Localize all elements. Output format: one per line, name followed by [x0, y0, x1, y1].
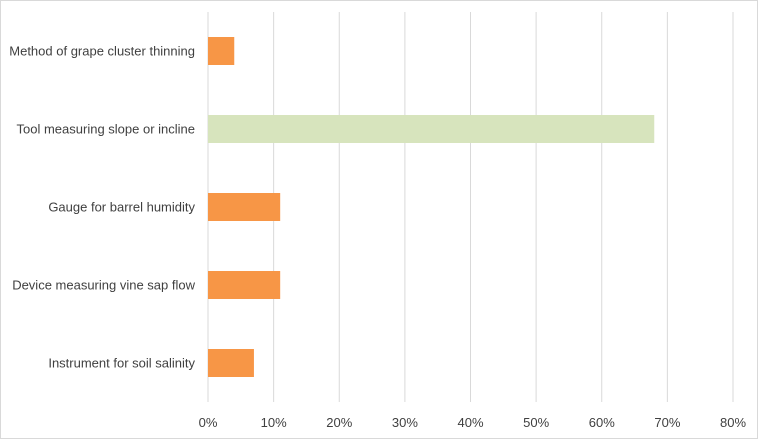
x-tick-label: 10% [261, 415, 287, 430]
x-tick-label: 30% [392, 415, 418, 430]
bar [208, 349, 254, 377]
bars [208, 37, 655, 377]
category-labels: Method of grape cluster thinning Tool mea… [9, 44, 195, 371]
x-tick-label: 40% [457, 415, 483, 430]
x-tick-label: 80% [720, 415, 746, 430]
bar [208, 37, 235, 65]
category-label: Device measuring vine sap flow [12, 278, 195, 293]
category-label: Method of grape cluster thinning [9, 44, 195, 59]
x-tick-labels: 0% 10% 20% 30% 40% 50% 60% 70% 80% [199, 415, 747, 430]
category-label: Instrument for soil salinity [48, 356, 195, 371]
x-tick-label: 50% [523, 415, 549, 430]
category-label: Gauge for barrel humidity [48, 200, 195, 215]
category-label: Tool measuring slope or incline [17, 122, 195, 137]
x-tick-label: 60% [589, 415, 615, 430]
x-tick-label: 70% [654, 415, 680, 430]
bar [208, 271, 281, 299]
bar [208, 193, 281, 221]
x-tick-label: 20% [326, 415, 352, 430]
gridlines [207, 12, 734, 402]
bar [208, 115, 655, 143]
x-tick-label: 0% [199, 415, 218, 430]
